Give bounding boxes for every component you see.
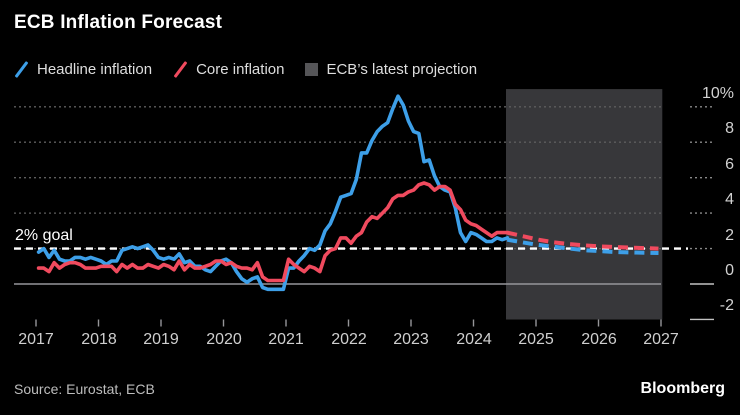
legend: Headline inflation Core inflation ECB’s … [14, 61, 477, 78]
chart-title: ECB Inflation Forecast [14, 12, 223, 33]
core-inflation-line [36, 181, 510, 283]
bloomberg-logo: Bloomberg [640, 380, 725, 397]
goal-line-label: 2% goal [15, 227, 73, 244]
core-inflation-projection-line [506, 230, 659, 251]
legend-item-projection: ECB’s latest projection [305, 61, 477, 78]
headline-inflation-projection-line [506, 237, 659, 255]
legend-label-core: Core inflation [196, 61, 285, 78]
projection-region [506, 89, 663, 320]
projection-square-marker-icon [305, 63, 319, 76]
source-note: Source: Eurostat, ECB [14, 381, 155, 397]
legend-item-headline: Headline inflation [14, 61, 152, 78]
headline-inflation-line [36, 94, 510, 292]
legend-label-projection: ECB’s latest projection [326, 61, 478, 78]
legend-item-core: Core inflation [173, 61, 284, 78]
legend-label-headline: Headline inflation [37, 61, 153, 78]
